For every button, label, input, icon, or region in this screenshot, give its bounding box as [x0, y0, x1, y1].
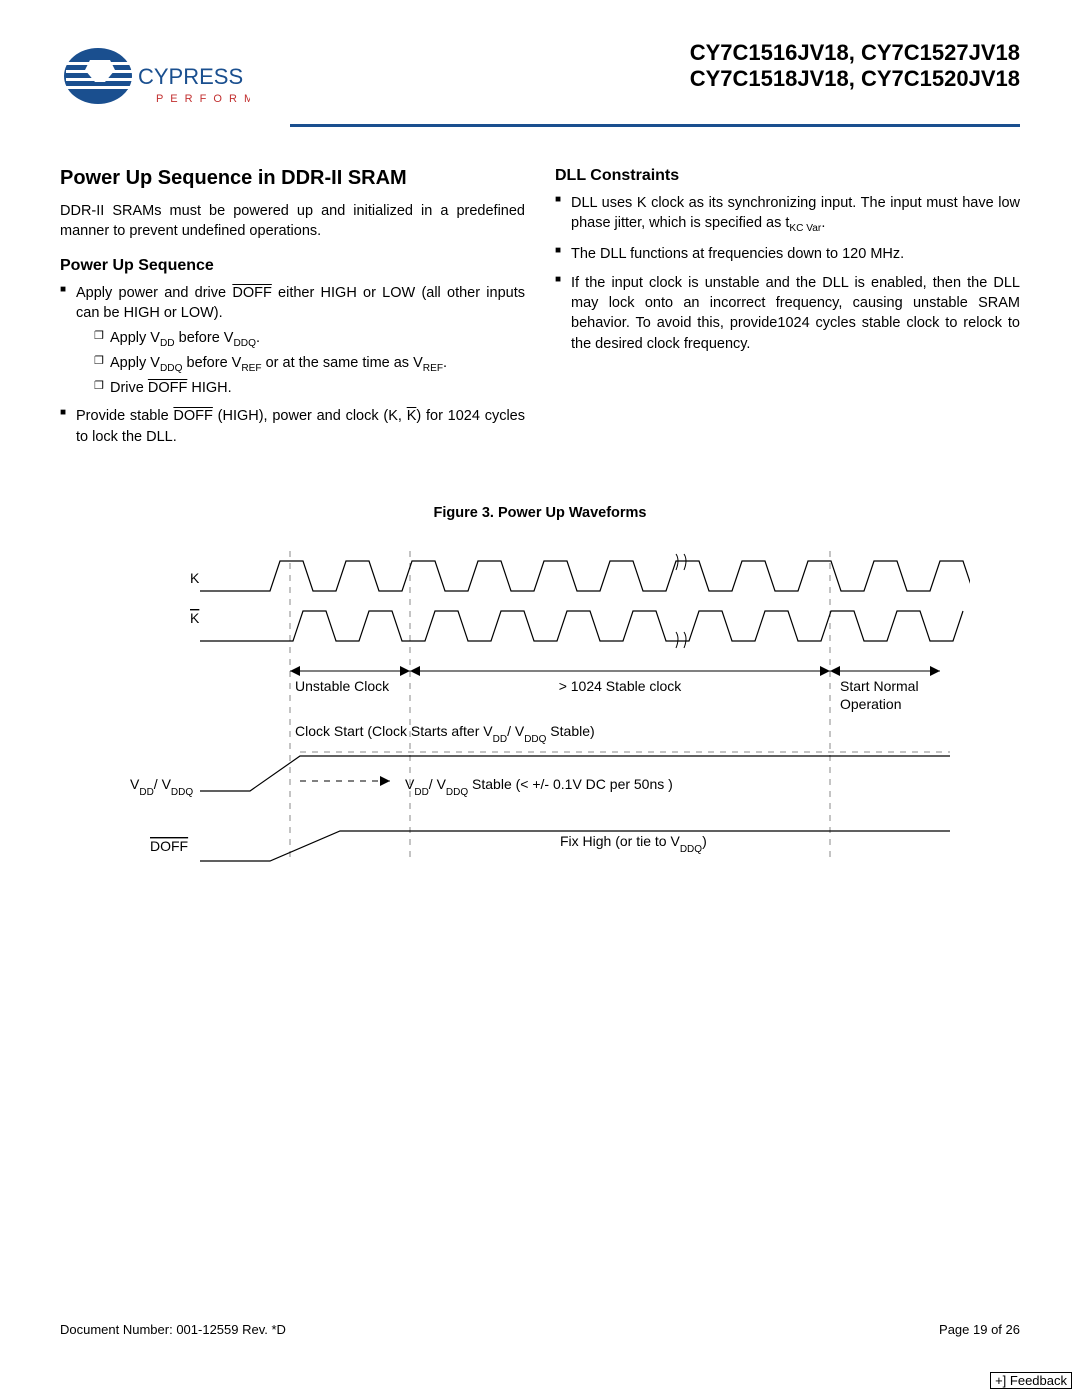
left-column: Power Up Sequence in DDR-II SRAM DDR-II …: [60, 167, 525, 455]
header-rule: [290, 124, 1020, 127]
sub-list-item: Apply VDD before VDDQ.: [94, 328, 525, 351]
sub-list-item: Drive DOFF HIGH.: [94, 378, 525, 398]
section-title: Power Up Sequence in DDR-II SRAM: [60, 167, 525, 190]
svg-text:P E R F O R M: P E R F O R M: [156, 93, 250, 105]
svg-text:Fix High (or tie to VDDQ): Fix High (or tie to VDDQ): [560, 833, 707, 855]
sub-list-item: Apply VDDQ before VREF or at the same ti…: [94, 353, 525, 376]
svg-text:Clock Start (Clock Starts afte: Clock Start (Clock Starts after VDD/ VDD…: [295, 723, 595, 745]
svg-text:Start Normal: Start Normal: [840, 678, 919, 694]
page-number: Page 19 of 26: [939, 1322, 1020, 1337]
doc-number: Document Number: 001-12559 Rev. *D: [60, 1322, 286, 1337]
header: CYPRESS P E R F O R M CY7C1516JV18, CY7C…: [60, 40, 1020, 120]
svg-text:K: K: [190, 570, 200, 586]
svg-text:CYPRESS: CYPRESS: [138, 64, 243, 89]
figure-caption: Figure 3. Power Up Waveforms: [60, 505, 1020, 521]
page-container: CYPRESS P E R F O R M CY7C1516JV18, CY7C…: [0, 0, 1080, 926]
waveform-diagram: Unstable Clock > 1024 Stable clock Start N…: [130, 541, 970, 881]
sub-list: Apply VDD before VDDQ. Apply VDDQ before…: [76, 328, 525, 399]
svg-text:Operation: Operation: [840, 696, 901, 712]
svg-text:> 1024 Stable clock: > 1024 Stable clock: [559, 678, 683, 694]
svg-text:VDD/ VDDQ: VDD/ VDDQ: [130, 776, 193, 798]
sub-title: Power Up Sequence: [60, 257, 525, 275]
part-line-1: CY7C1516JV18, CY7C1527JV18: [690, 40, 1020, 66]
list-item: The DLL functions at frequencies down to…: [555, 244, 1020, 264]
right-column: DLL Constraints DLL uses K clock as its …: [555, 167, 1020, 455]
svg-text:DOFF: DOFF: [150, 838, 188, 854]
content-columns: Power Up Sequence in DDR-II SRAM DDR-II …: [60, 167, 1020, 455]
svg-text:VDD/ VDDQ Stable (< +/- 0.1V: VDD/ VDDQ Stable (< +/- 0.1V DC per 50ns…: [405, 776, 673, 798]
cypress-logo: CYPRESS P E R F O R M: [60, 40, 250, 120]
list-item: If the input clock is unstable and the D…: [555, 273, 1020, 354]
intro-paragraph: DDR-II SRAMs must be powered up and init…: [60, 202, 525, 241]
figure-area: Unstable Clock > 1024 Stable clock Start N…: [130, 541, 950, 886]
footer: Document Number: 001-12559 Rev. *D Page …: [60, 1322, 1020, 1337]
part-line-2: CY7C1518JV18, CY7C1520JV18: [690, 66, 1020, 92]
svg-text:Unstable Clock: Unstable Clock: [295, 678, 390, 694]
power-up-list: Apply power and drive DOFF either HIGH o…: [60, 283, 525, 447]
dll-title: DLL Constraints: [555, 167, 1020, 185]
feedback-button[interactable]: +] Feedback: [990, 1372, 1072, 1389]
dll-list: DLL uses K clock as its synchronizing in…: [555, 193, 1020, 354]
part-numbers: CY7C1516JV18, CY7C1527JV18 CY7C1518JV18,…: [690, 40, 1020, 93]
list-item: Provide stable DOFF (HIGH), power and cl…: [60, 406, 525, 447]
list-item: Apply power and drive DOFF either HIGH o…: [60, 283, 525, 398]
list-item: DLL uses K clock as its synchronizing in…: [555, 193, 1020, 236]
svg-text:K: K: [190, 610, 200, 626]
